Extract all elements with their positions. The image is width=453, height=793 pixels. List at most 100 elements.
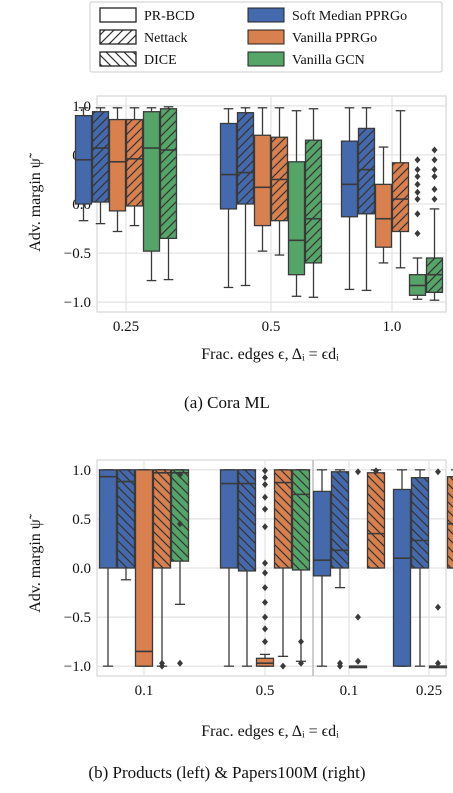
caption-products-papers: (b) Products (left) & Papers100M (right) [88,763,365,782]
box-soft-median-pprgo-pr-bcd [340,107,359,291]
outlier-marker [262,505,268,513]
box-body [312,490,332,577]
box-soft-median-pprgo-dice [330,469,350,670]
box-vanilla-gcn-pr-bcd [142,107,161,282]
outlier-marker [337,662,343,670]
y-tick-label: −1.0 [64,659,91,675]
outlier-marker [262,598,268,606]
outlier-marker [414,188,421,196]
box-soft-median-pprgo-nettack [236,107,255,287]
outlier-marker [262,559,268,567]
legend-swatch-vanilla-gcn [247,51,285,67]
box-vanilla-pprgo-dice [273,469,293,670]
outlier-marker [435,659,441,667]
outlier-marker [298,659,304,667]
box-vanilla-gcn-dice [291,469,311,667]
y-axis-label: Adv. margin ψ̃ [27,152,44,252]
legend-swatch-softmedian [247,7,285,23]
legend-label-vanilla-gcn: Vanilla GCN [292,53,365,68]
box-body [134,469,154,667]
legend-model-vanilla-pprgo: Vanilla PPRGo [247,29,377,46]
outlier-marker [431,156,438,164]
box-hatch [331,471,349,568]
plot-area: 1.0 0.5 0.0 −0.5 −1.0 0.1 0.5 0.1 0.25 [64,459,453,699]
box-soft-median-pprgo-pr-bcd [98,469,118,667]
box-soft-median-pprgo-dice [237,469,257,667]
outlier-marker [414,210,421,218]
box-body [142,111,161,252]
legend-label-vanilla-pprgo: Vanilla PPRGo [292,31,377,46]
y-tick-label: −0.5 [64,610,91,626]
box-body [287,161,306,276]
box-hatch [126,119,143,206]
box-body [253,134,272,227]
box-hatch [392,162,409,232]
box-soft-median-pprgo-nettack [357,107,376,292]
legend-label-prbcd: PR-BCD [144,9,195,24]
outlier-marker [431,166,438,174]
outlier-marker [431,173,438,181]
outlier-marker [177,520,183,528]
outlier-marker [414,180,421,188]
outlier-marker [262,481,268,489]
box-hatch [367,472,385,568]
box-vanilla-gcn-nettack [425,146,444,301]
y-tick-label: 1.0 [72,463,91,479]
outlier-marker [414,195,421,203]
x-tick-label: 0.5 [256,683,275,699]
y-tick-label: 0.0 [72,561,91,577]
x-tick-label: 0.1 [135,683,154,699]
box-hatch [447,476,453,568]
box-body [108,118,127,212]
y-tick-label: −1.0 [64,295,91,311]
x-axis-label: Frac. edges ϵ, Δᵢ = ϵdᵢ [201,723,339,740]
outlier-marker [431,195,438,203]
outlier-marker [262,613,268,621]
box-soft-median-pprgo-dice [116,469,136,581]
box-soft-median-pprgo-pr-bcd [74,107,93,222]
outlier-marker [414,229,421,237]
box-vanilla-pprgo-pr-bcd [428,468,448,669]
outlier-marker [262,474,268,482]
box-hatch [358,128,375,214]
outlier-marker [262,569,268,577]
legend-pattern-prbcd: PR-BCD [99,7,195,24]
outlier-marker [355,468,361,476]
legend-model-vanilla-gcn: Vanilla GCN [247,51,365,68]
box-vanilla-pprgo-pr-bcd [108,107,127,233]
box-hatch [411,477,429,568]
outlier-marker [177,471,183,479]
y-tick-label: 1.0 [72,99,91,115]
box-body [98,469,118,569]
outlier-marker [435,468,441,476]
x-axis-label: Frac. edges ϵ, Δᵢ = ϵdᵢ [201,346,339,363]
legend-swatch-nettack [99,29,137,45]
box-body [219,122,238,210]
outlier-marker [435,603,441,611]
box-body [374,183,393,248]
box-vanilla-pprgo-nettack [125,107,144,227]
outlier-marker [280,662,286,670]
box-vanilla-pprgo-pr-bcd [253,107,272,252]
legend-swatch-prbcd [99,7,137,23]
chart-panel-products-papers: 1.0 0.5 0.0 −0.5 −1.0 0.1 0.5 0.1 0.25 Adv. marg… [27,459,453,782]
box-vanilla-gcn-dice [170,469,190,667]
box-body [219,469,239,569]
box-vanilla-pprgo-dice [366,467,386,569]
box-soft-median-pprgo-dice [410,469,430,667]
legend-label-dice: DICE [144,53,177,68]
box-vanilla-pprgo-nettack [391,110,410,269]
box-hatch [305,140,322,263]
legend-swatch-dice [99,51,137,67]
box-body [255,657,275,667]
box-hatch [153,469,171,568]
x-tick-label: 0.5 [262,319,281,335]
box-vanilla-gcn-pr-bcd [287,110,306,297]
x-tick-label: 0.1 [340,683,359,699]
outlier-marker [262,467,268,475]
caption-cora-ml: (a) Cora ML [184,393,270,412]
legend-swatch-vanilla-pprgo [247,29,285,45]
box-soft-median-pprgo-pr-bcd [392,469,412,667]
outlier-marker [262,638,268,646]
